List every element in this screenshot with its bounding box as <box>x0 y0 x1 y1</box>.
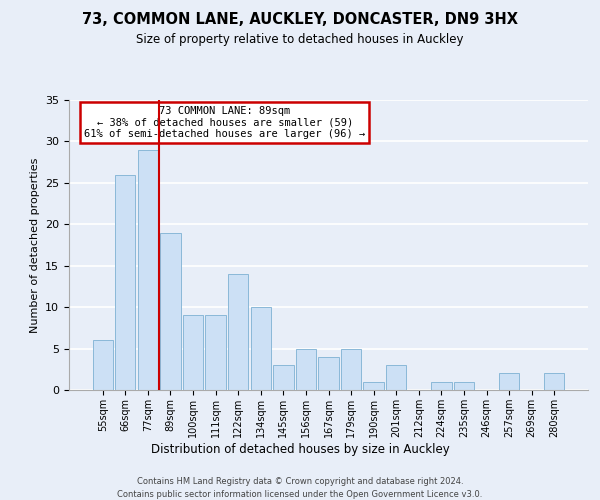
Bar <box>431 382 452 390</box>
Bar <box>454 382 474 390</box>
Text: Contains HM Land Registry data © Crown copyright and database right 2024.: Contains HM Land Registry data © Crown c… <box>137 478 463 486</box>
Bar <box>499 374 519 390</box>
Bar <box>92 340 113 390</box>
Bar <box>386 365 406 390</box>
Text: Contains public sector information licensed under the Open Government Licence v3: Contains public sector information licen… <box>118 490 482 499</box>
Bar <box>296 348 316 390</box>
Bar <box>341 348 361 390</box>
Bar <box>138 150 158 390</box>
Bar <box>115 174 136 390</box>
Text: 73 COMMON LANE: 89sqm
← 38% of detached houses are smaller (59)
61% of semi-deta: 73 COMMON LANE: 89sqm ← 38% of detached … <box>84 106 365 139</box>
Bar <box>319 357 338 390</box>
Text: Size of property relative to detached houses in Auckley: Size of property relative to detached ho… <box>136 32 464 46</box>
Bar <box>251 307 271 390</box>
Text: 73, COMMON LANE, AUCKLEY, DONCASTER, DN9 3HX: 73, COMMON LANE, AUCKLEY, DONCASTER, DN9… <box>82 12 518 28</box>
Bar <box>364 382 384 390</box>
Bar <box>228 274 248 390</box>
Bar <box>160 232 181 390</box>
Bar <box>205 316 226 390</box>
Text: Distribution of detached houses by size in Auckley: Distribution of detached houses by size … <box>151 442 449 456</box>
Bar <box>273 365 293 390</box>
Bar <box>544 374 565 390</box>
Bar <box>183 316 203 390</box>
Y-axis label: Number of detached properties: Number of detached properties <box>29 158 40 332</box>
